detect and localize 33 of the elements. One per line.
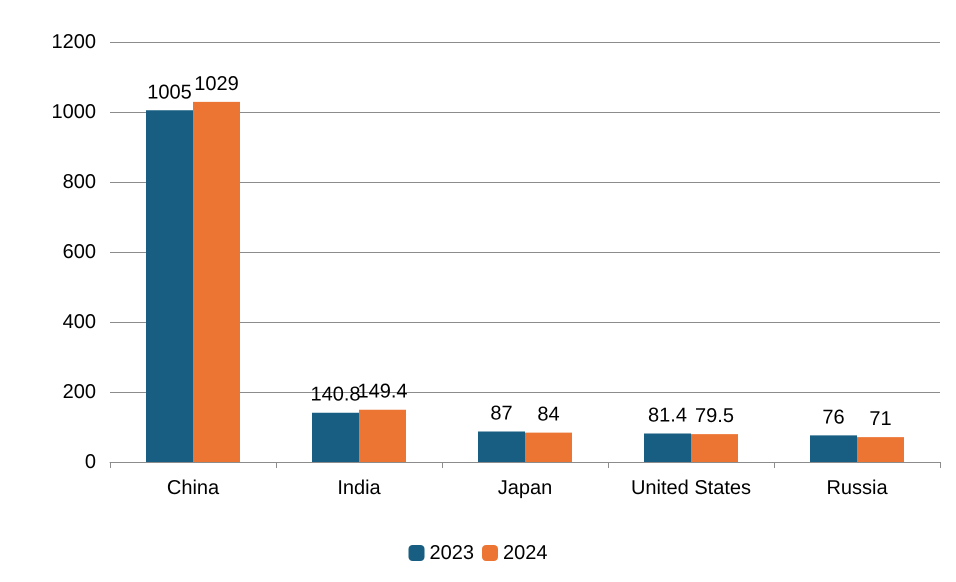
bar xyxy=(312,412,359,462)
legend-label: 2024 xyxy=(503,542,548,564)
data-label: 84 xyxy=(537,404,560,426)
y-tick-label: 0 xyxy=(84,451,96,473)
data-label: 81.4 xyxy=(648,404,687,427)
data-label: 71 xyxy=(869,408,892,430)
x-tick-label: Japan xyxy=(498,477,552,499)
x-tick-label: United States xyxy=(630,477,752,499)
data-label: 1005 xyxy=(147,81,192,104)
data-label: 1029 xyxy=(194,72,239,95)
data-label: 76 xyxy=(822,406,845,428)
legend-label: 2023 xyxy=(430,542,474,564)
bar xyxy=(857,437,904,462)
bar xyxy=(691,434,738,462)
y-tick-label: 400 xyxy=(62,311,96,333)
bar xyxy=(146,110,193,462)
y-tick-label: 200 xyxy=(62,381,96,403)
bar xyxy=(525,432,572,462)
y-tick-label: 1000 xyxy=(52,101,96,123)
bar xyxy=(359,410,406,462)
data-label: 140.8 xyxy=(310,384,361,406)
x-tick-label: Russia xyxy=(826,477,888,499)
bar xyxy=(644,434,691,462)
data-label: 87 xyxy=(490,402,513,425)
bar xyxy=(193,102,240,462)
data-label: 79.5 xyxy=(695,405,734,428)
x-tick-label: China xyxy=(166,477,220,499)
y-tick-label: 600 xyxy=(62,241,96,263)
y-tick-label: 800 xyxy=(62,171,96,193)
bar xyxy=(810,435,857,462)
x-tick-label: India xyxy=(337,477,382,499)
y-tick-label: 1200 xyxy=(52,31,96,53)
bar xyxy=(478,432,525,462)
